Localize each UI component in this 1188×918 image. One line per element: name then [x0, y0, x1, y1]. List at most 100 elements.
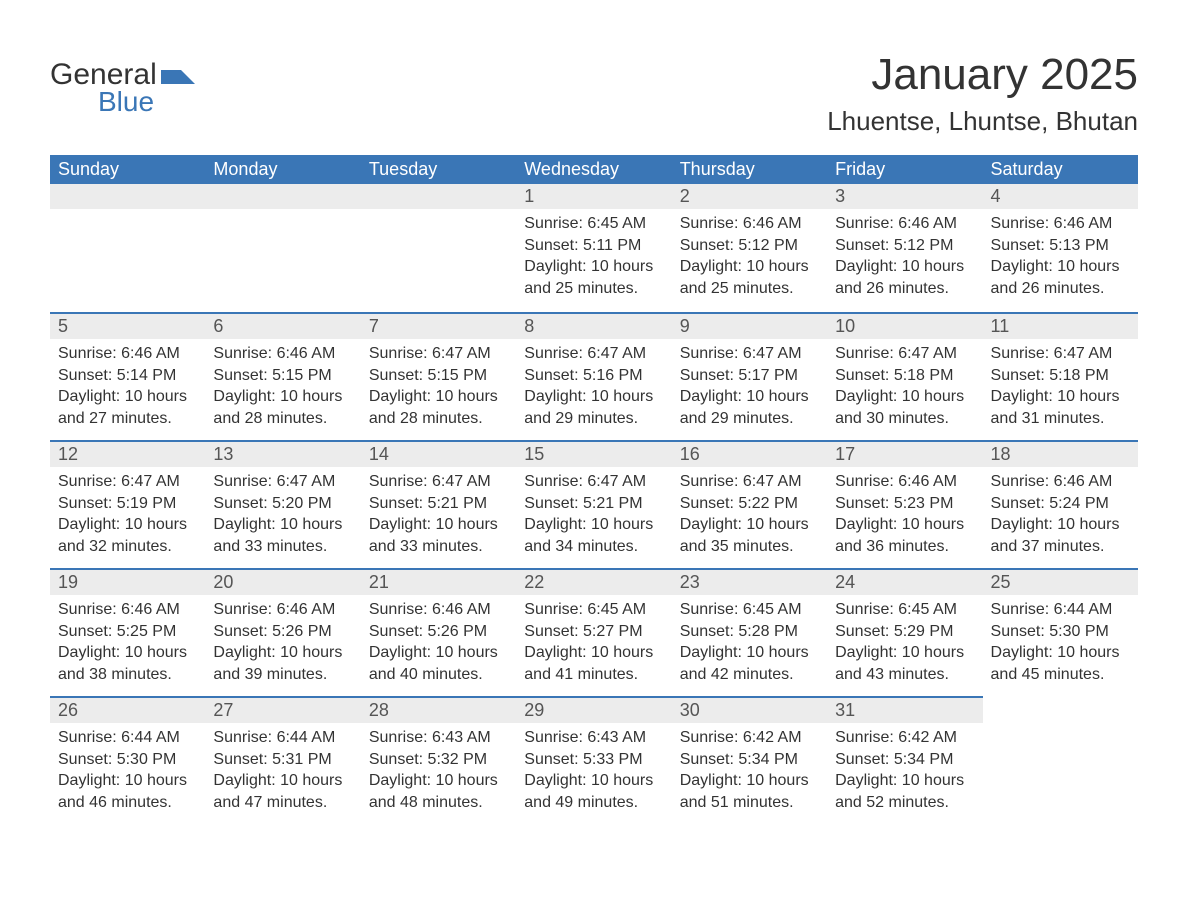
calendar-head: SundayMondayTuesdayWednesdayThursdayFrid… [50, 155, 1138, 184]
day-header: Thursday [672, 155, 827, 184]
day-detail-line: Daylight: 10 hours [58, 514, 197, 536]
calendar-week-row: 1Sunrise: 6:45 AMSunset: 5:11 PMDaylight… [50, 184, 1138, 312]
day-details: Sunrise: 6:46 AMSunset: 5:26 PMDaylight:… [205, 595, 360, 695]
day-detail-line: and 35 minutes. [680, 536, 819, 558]
calendar-week-row: 12Sunrise: 6:47 AMSunset: 5:19 PMDayligh… [50, 440, 1138, 568]
calendar-cell: 22Sunrise: 6:45 AMSunset: 5:27 PMDayligh… [516, 568, 671, 696]
day-detail-line: Daylight: 10 hours [991, 642, 1130, 664]
day-detail-line: Sunset: 5:28 PM [680, 621, 819, 643]
day-detail-line: Sunset: 5:24 PM [991, 493, 1130, 515]
day-detail-line: Sunrise: 6:47 AM [524, 471, 663, 493]
day-detail-line: and 33 minutes. [213, 536, 352, 558]
day-number: 15 [516, 440, 671, 467]
day-detail-line: and 31 minutes. [991, 408, 1130, 430]
calendar-cell: 2Sunrise: 6:46 AMSunset: 5:12 PMDaylight… [672, 184, 827, 312]
calendar-cell: 1Sunrise: 6:45 AMSunset: 5:11 PMDaylight… [516, 184, 671, 312]
day-detail-line: and 42 minutes. [680, 664, 819, 686]
calendar-cell: 21Sunrise: 6:46 AMSunset: 5:26 PMDayligh… [361, 568, 516, 696]
day-header: Saturday [983, 155, 1138, 184]
day-detail-line: Daylight: 10 hours [213, 642, 352, 664]
day-detail-line: and 25 minutes. [524, 278, 663, 300]
day-number: 6 [205, 312, 360, 339]
logo-flag-icon [161, 58, 195, 92]
day-number: 2 [672, 184, 827, 209]
day-number: 22 [516, 568, 671, 595]
day-detail-line: Daylight: 10 hours [680, 642, 819, 664]
day-detail-line: Daylight: 10 hours [680, 770, 819, 792]
day-detail-line: Sunrise: 6:43 AM [524, 727, 663, 749]
day-detail-line: Daylight: 10 hours [58, 642, 197, 664]
day-detail-line: Daylight: 10 hours [991, 256, 1130, 278]
calendar-cell: 27Sunrise: 6:44 AMSunset: 5:31 PMDayligh… [205, 696, 360, 824]
day-detail-line: and 40 minutes. [369, 664, 508, 686]
calendar-cell: 16Sunrise: 6:47 AMSunset: 5:22 PMDayligh… [672, 440, 827, 568]
day-details: Sunrise: 6:43 AMSunset: 5:33 PMDaylight:… [516, 723, 671, 823]
day-detail-line: Sunset: 5:14 PM [58, 365, 197, 387]
day-detail-line: and 28 minutes. [213, 408, 352, 430]
calendar-cell: 12Sunrise: 6:47 AMSunset: 5:19 PMDayligh… [50, 440, 205, 568]
day-number: 27 [205, 696, 360, 723]
day-detail-line: and 46 minutes. [58, 792, 197, 814]
day-detail-line: Sunset: 5:34 PM [680, 749, 819, 771]
day-detail-line: and 47 minutes. [213, 792, 352, 814]
day-detail-line: Daylight: 10 hours [991, 514, 1130, 536]
day-detail-line: Sunset: 5:23 PM [835, 493, 974, 515]
calendar-cell: 8Sunrise: 6:47 AMSunset: 5:16 PMDaylight… [516, 312, 671, 440]
day-details: Sunrise: 6:47 AMSunset: 5:15 PMDaylight:… [361, 339, 516, 439]
day-number: 25 [983, 568, 1138, 595]
day-details: Sunrise: 6:44 AMSunset: 5:30 PMDaylight:… [983, 595, 1138, 695]
calendar-cell: 30Sunrise: 6:42 AMSunset: 5:34 PMDayligh… [672, 696, 827, 824]
calendar-cell: 11Sunrise: 6:47 AMSunset: 5:18 PMDayligh… [983, 312, 1138, 440]
day-detail-line: Sunset: 5:26 PM [213, 621, 352, 643]
day-detail-line: Sunrise: 6:46 AM [213, 599, 352, 621]
day-detail-line: Sunrise: 6:46 AM [835, 471, 974, 493]
calendar-cell: 26Sunrise: 6:44 AMSunset: 5:30 PMDayligh… [50, 696, 205, 824]
calendar-cell: 24Sunrise: 6:45 AMSunset: 5:29 PMDayligh… [827, 568, 982, 696]
day-detail-line: Sunrise: 6:47 AM [58, 471, 197, 493]
day-detail-line: Sunset: 5:19 PM [58, 493, 197, 515]
day-number: 24 [827, 568, 982, 595]
day-detail-line: Sunrise: 6:45 AM [835, 599, 974, 621]
day-detail-line: Sunset: 5:12 PM [835, 235, 974, 257]
calendar-week-row: 5Sunrise: 6:46 AMSunset: 5:14 PMDaylight… [50, 312, 1138, 440]
title-block: January 2025 Lhuentse, Lhuntse, Bhutan [827, 50, 1138, 137]
calendar-cell: 28Sunrise: 6:43 AMSunset: 5:32 PMDayligh… [361, 696, 516, 824]
day-detail-line: Daylight: 10 hours [369, 642, 508, 664]
day-detail-line: Daylight: 10 hours [524, 770, 663, 792]
calendar-cell: 9Sunrise: 6:47 AMSunset: 5:17 PMDaylight… [672, 312, 827, 440]
day-number: 14 [361, 440, 516, 467]
day-detail-line: Sunrise: 6:47 AM [213, 471, 352, 493]
day-details: Sunrise: 6:43 AMSunset: 5:32 PMDaylight:… [361, 723, 516, 823]
day-header: Monday [205, 155, 360, 184]
day-detail-line: and 33 minutes. [369, 536, 508, 558]
day-detail-line: Daylight: 10 hours [369, 514, 508, 536]
day-header: Wednesday [516, 155, 671, 184]
day-number: 28 [361, 696, 516, 723]
day-detail-line: Sunrise: 6:47 AM [369, 471, 508, 493]
calendar-cell: 19Sunrise: 6:46 AMSunset: 5:25 PMDayligh… [50, 568, 205, 696]
day-detail-line: Sunrise: 6:44 AM [991, 599, 1130, 621]
day-details: Sunrise: 6:45 AMSunset: 5:29 PMDaylight:… [827, 595, 982, 695]
calendar-cell: 14Sunrise: 6:47 AMSunset: 5:21 PMDayligh… [361, 440, 516, 568]
day-number: 5 [50, 312, 205, 339]
day-details: Sunrise: 6:46 AMSunset: 5:14 PMDaylight:… [50, 339, 205, 439]
day-header: Sunday [50, 155, 205, 184]
day-detail-line: Sunrise: 6:45 AM [524, 213, 663, 235]
day-detail-line: and 37 minutes. [991, 536, 1130, 558]
day-detail-line: Daylight: 10 hours [524, 514, 663, 536]
day-details: Sunrise: 6:47 AMSunset: 5:21 PMDaylight:… [361, 467, 516, 567]
day-detail-line: and 34 minutes. [524, 536, 663, 558]
day-detail-line: Daylight: 10 hours [524, 386, 663, 408]
day-detail-line: Sunrise: 6:42 AM [835, 727, 974, 749]
day-detail-line: Sunset: 5:29 PM [835, 621, 974, 643]
day-detail-line: Sunset: 5:27 PM [524, 621, 663, 643]
day-detail-line: Sunset: 5:30 PM [58, 749, 197, 771]
day-detail-line: Daylight: 10 hours [680, 256, 819, 278]
day-number: 17 [827, 440, 982, 467]
day-detail-line: and 29 minutes. [524, 408, 663, 430]
day-detail-line: and 25 minutes. [680, 278, 819, 300]
day-detail-line: Daylight: 10 hours [524, 642, 663, 664]
day-detail-line: Sunset: 5:33 PM [524, 749, 663, 771]
day-detail-line: Sunrise: 6:46 AM [835, 213, 974, 235]
day-details: Sunrise: 6:44 AMSunset: 5:30 PMDaylight:… [50, 723, 205, 823]
